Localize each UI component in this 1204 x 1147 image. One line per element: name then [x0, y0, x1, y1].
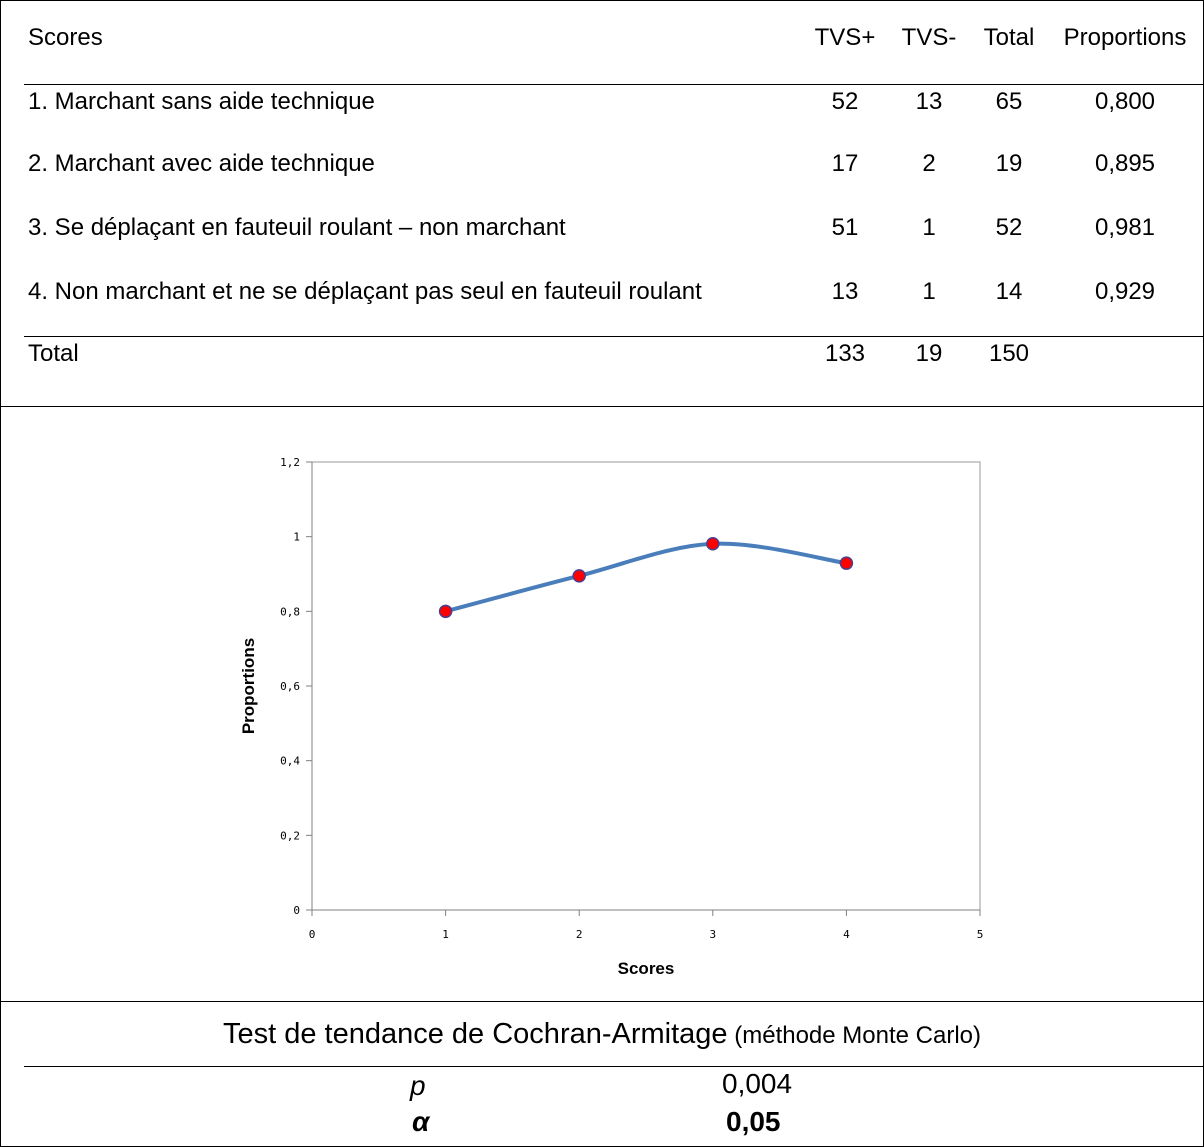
header-tvs-plus: TVS+ — [814, 24, 876, 51]
y-axis-title: Proportions — [239, 638, 258, 734]
row-tvs-minus: 1 — [922, 214, 936, 241]
header-tvs-minus: TVS- — [901, 24, 957, 51]
row-label: 4. Non marchant et ne se déplaçant pas s… — [28, 278, 702, 305]
row-tvs-plus: 13 — [831, 278, 859, 305]
row-tvs-minus: 13 — [915, 88, 943, 115]
y-tick-label: 0,4 — [280, 755, 300, 768]
section-divider — [0, 1001, 1204, 1002]
y-tick-label: 0,2 — [280, 829, 300, 842]
data-point — [839, 556, 854, 570]
stats-subtitle: (méthode Monte Carlo) — [734, 1022, 982, 1049]
section-divider — [0, 406, 1204, 407]
total-tvs-minus: 19 — [915, 340, 943, 367]
header-scores: Scores — [28, 24, 103, 51]
y-tick-label: 0 — [293, 904, 300, 917]
stats-rule — [24, 1066, 1204, 1067]
stats-heading: Test de tendance de Cochran-Armitage (mé… — [0, 1016, 1204, 1054]
row-tvs-plus: 52 — [831, 88, 859, 115]
header-total: Total — [983, 24, 1035, 51]
row-tvs-minus: 1 — [922, 278, 936, 305]
row-proportion: 0,800 — [1094, 88, 1156, 115]
row-total: 65 — [995, 88, 1023, 115]
p-value: 0,004 — [722, 1068, 793, 1099]
x-tick-label: 1 — [442, 928, 449, 941]
alpha-label: α — [412, 1106, 430, 1137]
y-tick-label: 0,6 — [280, 680, 300, 693]
row-label: 1. Marchant sans aide technique — [28, 88, 375, 115]
row-total: 52 — [995, 214, 1023, 241]
total-label: Total — [28, 340, 79, 367]
series-line — [443, 541, 849, 614]
plot-area — [311, 461, 981, 911]
y-tick-label: 1 — [293, 531, 300, 544]
x-tick-label: 3 — [709, 928, 716, 941]
data-point — [706, 537, 720, 551]
data-point — [572, 569, 586, 583]
p-label: p — [410, 1070, 426, 1101]
row-tvs-plus: 17 — [831, 150, 859, 177]
x-tick-label: 0 — [309, 928, 316, 941]
row-label: 3. Se déplaçant en fauteuil roulant – no… — [28, 214, 566, 241]
row-tvs-plus: 51 — [831, 214, 859, 241]
total-total: 150 — [988, 340, 1030, 367]
row-proportion: 0,981 — [1094, 214, 1156, 241]
row-tvs-minus: 2 — [922, 150, 936, 177]
x-tick-label: 2 — [576, 928, 583, 941]
row-proportion: 0,929 — [1094, 278, 1156, 305]
x-tick-label: 5 — [977, 928, 984, 941]
row-label: 2. Marchant avec aide technique — [28, 150, 375, 177]
y-tick-label: 0,8 — [280, 605, 300, 618]
stats-title: Test de tendance de Cochran-Armitage — [222, 1018, 728, 1050]
y-tick-label: 1,2 — [280, 456, 300, 469]
proportions-chart: 0 0,2 0,4 0,6 0,8 1 1,2 0 1 2 3 4 5 Scores Proportions — [239, 456, 984, 978]
header-rule — [24, 84, 1204, 85]
total-rule — [24, 336, 1204, 337]
row-proportion: 0,895 — [1094, 150, 1156, 177]
x-axis-title: Scores — [618, 959, 675, 978]
x-tick-label: 4 — [843, 928, 850, 941]
row-total: 19 — [995, 150, 1023, 177]
header-proportions: Proportions — [1063, 24, 1187, 51]
row-total: 14 — [995, 278, 1023, 305]
data-point — [438, 604, 453, 619]
total-tvs-plus: 133 — [824, 340, 866, 367]
alpha-value: 0,05 — [726, 1106, 781, 1137]
